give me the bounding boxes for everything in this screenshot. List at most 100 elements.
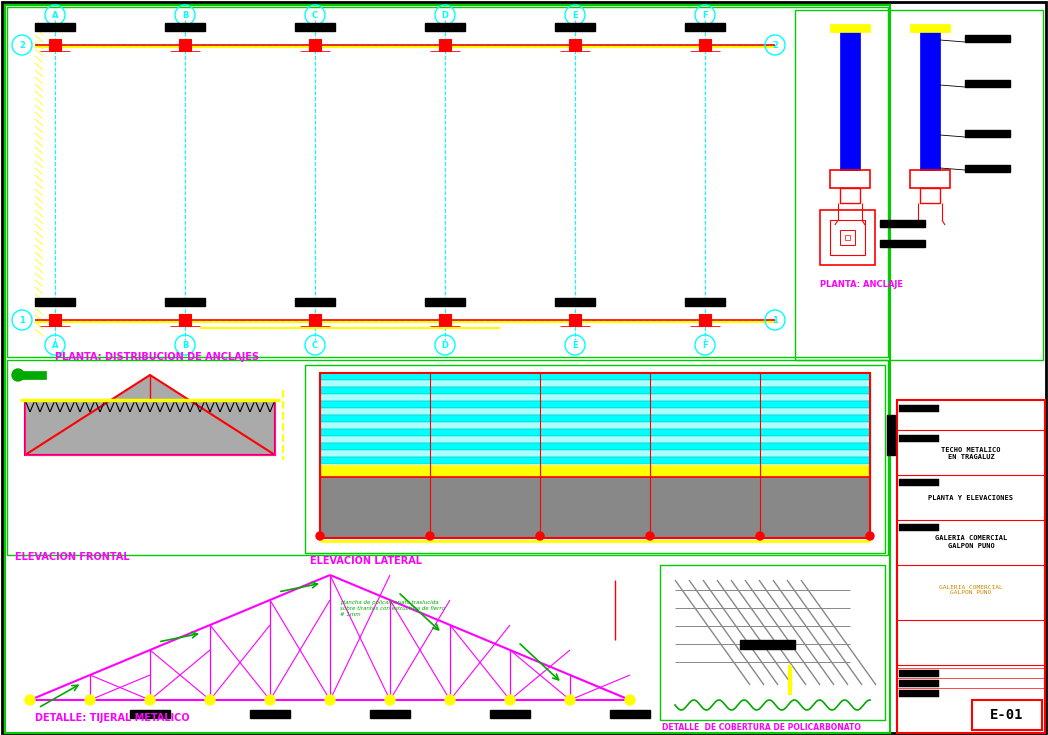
Bar <box>899 435 939 442</box>
Circle shape <box>325 695 335 705</box>
Text: PLANTA: ANCLAJE: PLANTA: ANCLAJE <box>820 280 903 289</box>
Circle shape <box>646 532 654 540</box>
Bar <box>35 23 75 31</box>
Bar <box>320 450 870 457</box>
Bar <box>320 401 870 408</box>
Bar <box>910 170 949 188</box>
Bar <box>165 23 205 31</box>
Bar <box>320 465 870 477</box>
Bar <box>320 415 870 422</box>
Circle shape <box>145 695 155 705</box>
Bar <box>320 387 870 394</box>
Bar <box>179 314 191 326</box>
Circle shape <box>12 369 24 381</box>
Text: C: C <box>312 340 318 350</box>
Polygon shape <box>25 375 275 455</box>
Circle shape <box>205 695 215 705</box>
Text: E: E <box>572 340 577 350</box>
Bar <box>830 24 870 32</box>
Circle shape <box>425 532 434 540</box>
Text: PLANTA Y ELEVACIONES: PLANTA Y ELEVACIONES <box>929 495 1013 501</box>
Circle shape <box>265 695 275 705</box>
Text: TECHO METALICO
EN TRAGALUZ: TECHO METALICO EN TRAGALUZ <box>941 446 1001 459</box>
Bar <box>309 314 321 326</box>
Bar <box>699 314 711 326</box>
Bar <box>425 298 465 306</box>
Text: F: F <box>702 340 707 350</box>
Text: plancha de policarbonato traslucida
sobre tirantes con estructura de fierro
# 1m: plancha de policarbonato traslucida sobr… <box>340 600 445 617</box>
Bar <box>899 524 939 531</box>
Bar <box>965 80 1010 87</box>
Bar <box>165 298 205 306</box>
Text: 2: 2 <box>19 40 25 49</box>
Bar <box>887 415 895 455</box>
Bar <box>830 220 865 255</box>
Bar <box>320 429 870 436</box>
Bar <box>250 710 290 718</box>
Bar <box>320 373 870 380</box>
Bar <box>555 298 595 306</box>
Bar <box>320 457 870 464</box>
Bar <box>820 210 875 265</box>
Bar <box>320 422 870 429</box>
Text: A: A <box>51 340 59 350</box>
Text: F: F <box>702 10 707 20</box>
Bar <box>965 165 1010 172</box>
Circle shape <box>85 695 95 705</box>
Bar <box>320 380 870 387</box>
Text: GALERIA COMERCIAL
GALPON PUNO: GALERIA COMERCIAL GALPON PUNO <box>939 584 1003 595</box>
Bar <box>320 436 870 443</box>
Bar <box>610 710 650 718</box>
Bar <box>439 39 451 51</box>
Circle shape <box>445 695 455 705</box>
Text: 1: 1 <box>772 315 778 324</box>
Text: 2: 2 <box>772 40 778 49</box>
Bar <box>685 298 725 306</box>
Bar <box>899 680 939 687</box>
Bar <box>130 710 170 718</box>
Circle shape <box>625 695 635 705</box>
Circle shape <box>536 532 544 540</box>
Text: A: A <box>51 10 59 20</box>
Bar <box>740 640 795 649</box>
Text: PLANTA: DISTRIBUCION DE ANCLAJES: PLANTA: DISTRIBUCION DE ANCLAJES <box>54 352 259 362</box>
Text: 1: 1 <box>19 315 25 324</box>
Bar <box>49 314 61 326</box>
Bar <box>305 365 885 553</box>
Bar <box>845 235 850 240</box>
Bar <box>880 220 925 227</box>
Bar <box>490 710 530 718</box>
Text: D: D <box>441 340 449 350</box>
Text: GALERIA COMERCIAL
GALPON PUNO: GALERIA COMERCIAL GALPON PUNO <box>935 536 1007 548</box>
Bar <box>320 394 870 401</box>
Circle shape <box>756 532 764 540</box>
Bar <box>840 230 855 245</box>
Bar <box>699 39 711 51</box>
Bar <box>569 314 581 326</box>
Text: DETALLE: TIJERAL METALICO: DETALLE: TIJERAL METALICO <box>35 713 190 723</box>
Bar <box>309 39 321 51</box>
Bar <box>5 5 890 733</box>
Text: ELEVACION LATERAL: ELEVACION LATERAL <box>310 556 422 566</box>
Text: ELEVACION FRONTAL: ELEVACION FRONTAL <box>15 552 130 562</box>
Bar <box>840 30 860 170</box>
Text: E-01: E-01 <box>990 708 1024 722</box>
Bar <box>320 373 870 538</box>
Bar <box>660 565 885 720</box>
Bar <box>320 443 870 450</box>
Bar <box>320 408 870 415</box>
Bar <box>795 10 1043 360</box>
Bar <box>920 188 940 203</box>
Bar <box>179 39 191 51</box>
Bar <box>7 7 888 357</box>
Bar <box>439 314 451 326</box>
Text: B: B <box>181 10 189 20</box>
Bar <box>425 23 465 31</box>
Bar <box>920 30 940 170</box>
Text: E: E <box>572 10 577 20</box>
Bar <box>49 39 61 51</box>
Bar <box>685 23 725 31</box>
Bar <box>7 360 888 555</box>
Bar <box>880 240 925 247</box>
Bar <box>899 690 939 697</box>
